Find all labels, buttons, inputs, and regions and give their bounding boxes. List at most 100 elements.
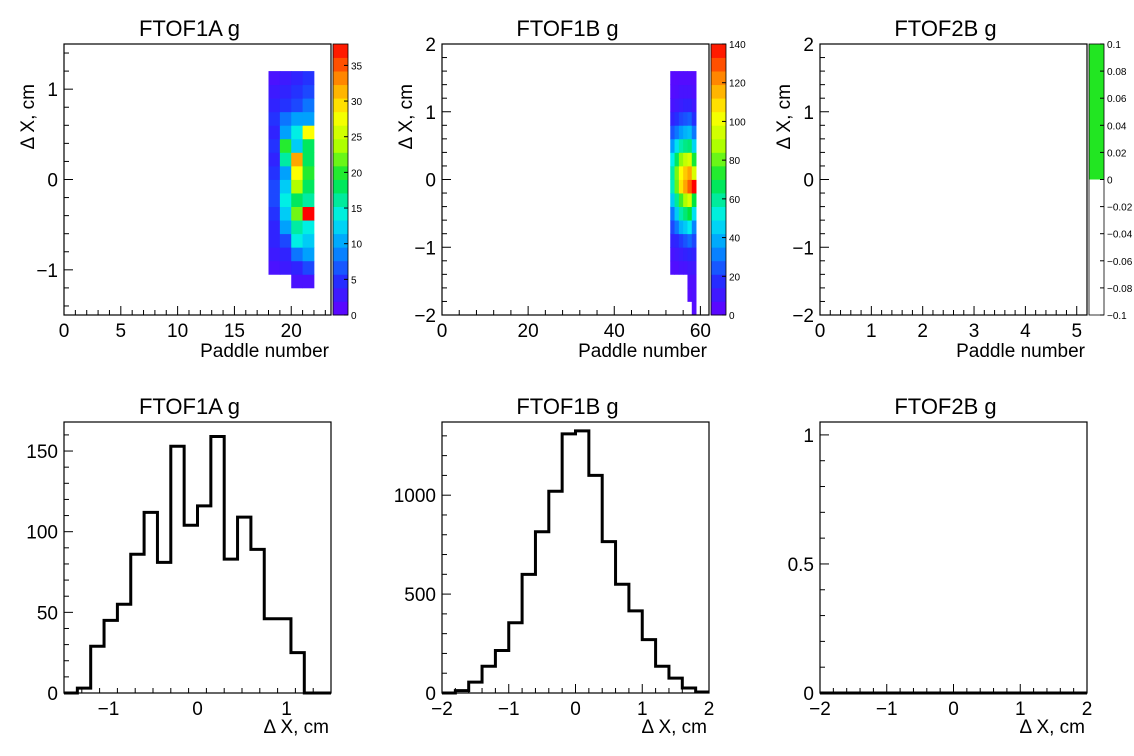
x-tick-label: −2 bbox=[809, 699, 831, 720]
palette-segment bbox=[711, 111, 726, 126]
heatmap-cell bbox=[302, 152, 315, 167]
y-tick-label: −1 bbox=[36, 261, 58, 282]
z-tick-label: 100 bbox=[729, 117, 746, 128]
heatmap-cell bbox=[291, 220, 303, 235]
y-tick-label: −1 bbox=[414, 238, 436, 259]
y-tick-label: 0.5 bbox=[788, 555, 814, 576]
color-palette: −0.1 −0.08 −0.06 −0.04 −0.02 0 0.02 0.04 0.06 0.0… bbox=[1088, 40, 1133, 322]
x-tick-label: 1 bbox=[866, 321, 877, 342]
palette-segment bbox=[333, 220, 348, 235]
palette-segment bbox=[333, 301, 348, 316]
heatmap-cell bbox=[691, 98, 697, 113]
heatmap-cell bbox=[674, 260, 680, 275]
palette-segment bbox=[333, 98, 348, 113]
y-tick-label: 0 bbox=[803, 684, 814, 705]
y-tick-label: −2 bbox=[414, 306, 436, 327]
palette-segment bbox=[711, 233, 726, 248]
y-tick-label: 0 bbox=[47, 171, 58, 192]
heatmap-cell bbox=[691, 260, 697, 275]
heatmap-cell bbox=[279, 152, 292, 167]
z-tick-label: 140 bbox=[729, 40, 746, 51]
heatmap-cell bbox=[678, 98, 684, 113]
heatmap-cell bbox=[279, 125, 292, 140]
heatmap-cell bbox=[291, 71, 303, 86]
palette-segment bbox=[711, 71, 726, 86]
heatmap-cell bbox=[302, 179, 315, 194]
heatmap-cell bbox=[687, 138, 693, 153]
heatmap-cell bbox=[687, 111, 693, 126]
y-tick-label: 0 bbox=[425, 171, 436, 192]
heatmap-cell bbox=[268, 152, 281, 167]
x-tick-label: 15 bbox=[224, 321, 245, 342]
plot-title: FTOF1A g bbox=[139, 394, 240, 419]
heatmap-cell bbox=[687, 84, 693, 99]
heatmap-cell bbox=[691, 274, 697, 289]
palette-segment bbox=[711, 152, 726, 167]
panel-p2: FTOF1B g 0 20 40 60 −2 −1 0 1 2 Paddle number Δ X, … bbox=[396, 16, 746, 362]
x-tick-label: 20 bbox=[281, 321, 302, 342]
heatmap-cell bbox=[674, 220, 680, 235]
heatmap-cell bbox=[291, 84, 303, 99]
palette-segment bbox=[333, 44, 348, 58]
heatmap-cell bbox=[279, 247, 292, 262]
heatmap-cell bbox=[683, 193, 688, 207]
z-tick-label: 15 bbox=[351, 204, 363, 215]
heatmap-cell bbox=[670, 179, 675, 194]
heatmap-cell bbox=[302, 206, 315, 221]
heatmap-cell bbox=[674, 233, 680, 248]
heatmap-cell bbox=[691, 220, 697, 235]
heatmap-cell bbox=[691, 152, 697, 167]
heatmap-cell bbox=[670, 233, 675, 248]
heatmap-cell bbox=[691, 71, 697, 86]
heatmap-cell bbox=[268, 206, 281, 221]
z-tick-label: −0.06 bbox=[1107, 257, 1133, 268]
heatmap-cell bbox=[674, 125, 680, 140]
heatmap-cell bbox=[670, 125, 675, 140]
heatmap-cell bbox=[691, 138, 697, 153]
x-axis-label: Paddle number bbox=[200, 341, 330, 362]
color-palette: 0 5 10 15 20 25 30 35 bbox=[332, 43, 363, 322]
heatmap-cell bbox=[687, 152, 693, 167]
y-tick-label: 50 bbox=[37, 603, 58, 624]
y-tick-label: 1 bbox=[803, 426, 814, 447]
heatmap-cell bbox=[687, 98, 693, 113]
heatmap-cell bbox=[674, 152, 680, 167]
palette-segment bbox=[333, 179, 348, 194]
palette-frame bbox=[332, 43, 349, 316]
z-tick-label: 120 bbox=[729, 79, 746, 90]
palette-segment bbox=[333, 71, 348, 86]
heatmap-cell bbox=[687, 206, 693, 221]
z-tick-label: 5 bbox=[351, 275, 357, 286]
heatmap-cell bbox=[279, 111, 292, 126]
y-axis-label: Δ X, cm bbox=[18, 84, 39, 149]
x-tick-label: 2 bbox=[1082, 699, 1093, 720]
z-tick-label: −0.1 bbox=[1107, 311, 1127, 322]
plot-title: FTOF2B g bbox=[894, 16, 996, 41]
heatmap-cell bbox=[683, 247, 688, 262]
heatmap-cell bbox=[678, 152, 684, 167]
heatmap-cell bbox=[674, 179, 680, 194]
heatmap-cell bbox=[670, 260, 675, 275]
palette-segment bbox=[333, 125, 348, 140]
palette-segment bbox=[333, 287, 348, 302]
heatmap-cell bbox=[279, 233, 292, 248]
palette-segment bbox=[711, 301, 726, 316]
heatmap-cell bbox=[678, 84, 684, 99]
x-tick-label: 1 bbox=[281, 699, 292, 720]
x-axis-label: Paddle number bbox=[956, 341, 1086, 362]
palette-segment bbox=[711, 287, 726, 302]
x-tick-label: −1 bbox=[98, 699, 120, 720]
z-tick-label: 0.06 bbox=[1107, 94, 1127, 105]
y-tick-label: 1 bbox=[425, 103, 436, 124]
heatmap-cell bbox=[670, 84, 675, 99]
z-tick-label: 40 bbox=[729, 234, 741, 245]
y-tick-label: 2 bbox=[803, 35, 814, 56]
heatmap-cell bbox=[691, 165, 697, 180]
heatmap-cell bbox=[268, 179, 281, 194]
z-tick-label: 0 bbox=[1107, 176, 1113, 187]
heatmap-cell bbox=[683, 165, 688, 180]
heatmap-cell bbox=[687, 71, 693, 86]
heatmap-cell bbox=[683, 152, 688, 167]
heatmap-cell bbox=[268, 98, 281, 113]
palette-segment bbox=[333, 247, 348, 262]
